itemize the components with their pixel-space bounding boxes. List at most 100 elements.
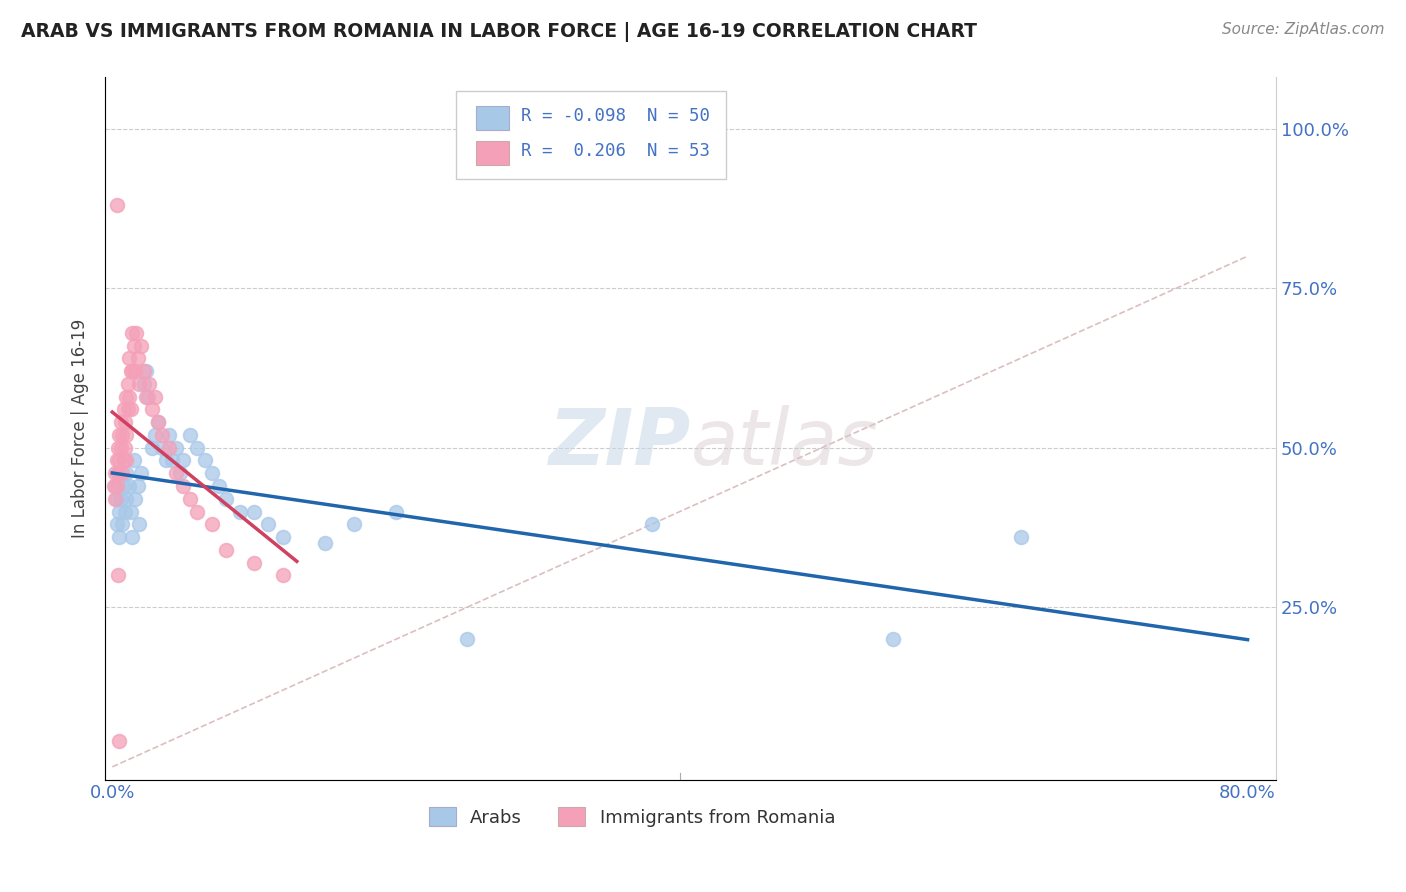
- Point: [129, 467, 152, 481]
- Point: [127, 351, 149, 366]
- Point: [121, 326, 143, 340]
- Bar: [477, 141, 509, 165]
- Point: [107, 568, 129, 582]
- Point: [169, 467, 191, 481]
- Point: [215, 542, 238, 557]
- Point: [141, 402, 163, 417]
- Point: [111, 467, 134, 481]
- Point: [172, 479, 194, 493]
- Point: [201, 517, 224, 532]
- Point: [882, 632, 904, 647]
- Point: [115, 428, 138, 442]
- Point: [122, 453, 145, 467]
- Point: [120, 504, 142, 518]
- Point: [143, 390, 166, 404]
- Point: [118, 351, 141, 366]
- Point: [186, 504, 208, 518]
- Point: [108, 734, 131, 748]
- Y-axis label: In Labor Force | Age 16-19: In Labor Force | Age 16-19: [72, 319, 89, 538]
- Text: ZIP: ZIP: [548, 405, 690, 481]
- Point: [193, 453, 215, 467]
- Point: [121, 530, 143, 544]
- Text: atlas: atlas: [690, 405, 879, 481]
- Point: [150, 441, 173, 455]
- Point: [110, 441, 132, 455]
- Point: [125, 326, 148, 340]
- Point: [104, 479, 127, 493]
- Point: [385, 504, 408, 518]
- Point: [143, 428, 166, 442]
- Point: [146, 415, 169, 429]
- Point: [117, 376, 139, 391]
- Point: [456, 632, 478, 647]
- Point: [271, 568, 294, 582]
- Point: [107, 441, 129, 455]
- Point: [104, 467, 127, 481]
- Point: [111, 428, 134, 442]
- Point: [115, 491, 138, 506]
- Point: [127, 479, 149, 493]
- Point: [118, 479, 141, 493]
- Point: [112, 453, 135, 467]
- Point: [186, 441, 208, 455]
- Point: [640, 517, 662, 532]
- Point: [1010, 530, 1032, 544]
- Point: [115, 390, 138, 404]
- Point: [105, 517, 128, 532]
- Point: [342, 517, 364, 532]
- Point: [108, 453, 131, 467]
- Point: [146, 415, 169, 429]
- Point: [132, 364, 155, 378]
- Text: ARAB VS IMMIGRANTS FROM ROMANIA IN LABOR FORCE | AGE 16-19 CORRELATION CHART: ARAB VS IMMIGRANTS FROM ROMANIA IN LABOR…: [21, 22, 977, 42]
- Point: [179, 491, 201, 506]
- Point: [124, 364, 146, 378]
- Point: [110, 491, 132, 506]
- Point: [115, 467, 138, 481]
- Point: [122, 338, 145, 352]
- Point: [132, 376, 155, 391]
- Point: [105, 198, 128, 212]
- Point: [114, 504, 136, 518]
- Point: [105, 491, 128, 506]
- Point: [114, 441, 136, 455]
- Point: [120, 364, 142, 378]
- Point: [257, 517, 280, 532]
- Point: [114, 415, 136, 429]
- Point: [104, 491, 127, 506]
- Bar: [477, 105, 509, 130]
- Point: [103, 479, 125, 493]
- FancyBboxPatch shape: [457, 92, 725, 179]
- Point: [112, 479, 135, 493]
- Point: [271, 530, 294, 544]
- Point: [124, 491, 146, 506]
- Point: [160, 453, 183, 467]
- Point: [107, 467, 129, 481]
- Point: [208, 479, 231, 493]
- Point: [314, 536, 336, 550]
- Point: [110, 415, 132, 429]
- Text: R =  0.206  N = 53: R = 0.206 N = 53: [520, 142, 710, 161]
- Point: [157, 428, 180, 442]
- Point: [111, 517, 134, 532]
- Point: [108, 504, 131, 518]
- Point: [165, 441, 187, 455]
- Point: [155, 453, 177, 467]
- Text: R = -0.098  N = 50: R = -0.098 N = 50: [520, 107, 710, 125]
- Point: [138, 376, 160, 391]
- Point: [118, 390, 141, 404]
- Point: [129, 338, 152, 352]
- Point: [107, 467, 129, 481]
- Point: [141, 441, 163, 455]
- Point: [128, 376, 150, 391]
- Point: [117, 402, 139, 417]
- Point: [136, 390, 159, 404]
- Point: [243, 556, 266, 570]
- Point: [229, 504, 252, 518]
- Point: [105, 453, 128, 467]
- Point: [120, 402, 142, 417]
- Text: Source: ZipAtlas.com: Source: ZipAtlas.com: [1222, 22, 1385, 37]
- Point: [215, 491, 238, 506]
- Point: [165, 467, 187, 481]
- Legend: Arabs, Immigrants from Romania: Arabs, Immigrants from Romania: [422, 800, 842, 834]
- Point: [121, 364, 143, 378]
